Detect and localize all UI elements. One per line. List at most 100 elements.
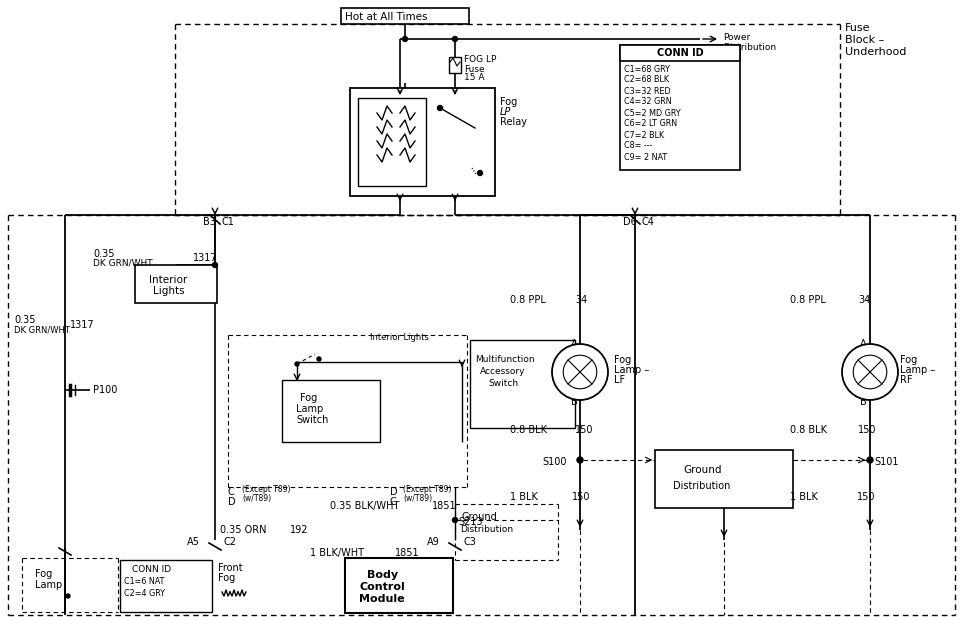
Text: Lamp –: Lamp – (614, 365, 649, 375)
Text: 1 BLK: 1 BLK (510, 492, 538, 502)
Text: D: D (228, 497, 236, 507)
Text: Ground: Ground (683, 465, 721, 475)
Text: Module: Module (359, 594, 404, 604)
Bar (120, 560, 212, 612)
Text: 1 BLK/WHT: 1 BLK/WHT (310, 548, 364, 558)
Text: (w/T89): (w/T89) (403, 494, 432, 504)
Text: Block –: Block – (845, 35, 884, 45)
Text: S100: S100 (542, 457, 566, 467)
Text: 0.35 BLK/WHT: 0.35 BLK/WHT (330, 501, 400, 511)
Bar (470, 340, 575, 428)
Bar (655, 450, 793, 508)
Text: C6=2 LT GRN: C6=2 LT GRN (624, 119, 677, 129)
Text: Fog: Fog (500, 97, 517, 107)
Text: Multifunction: Multifunction (475, 355, 534, 365)
Text: Interior Lights: Interior Lights (370, 333, 429, 343)
Text: Relay: Relay (500, 117, 527, 127)
Text: 1317: 1317 (70, 320, 94, 330)
Text: D6: D6 (623, 217, 637, 227)
Text: Fog: Fog (300, 393, 317, 403)
Text: DK GRN/WHT: DK GRN/WHT (93, 258, 152, 268)
Text: LF: LF (614, 375, 625, 385)
Circle shape (453, 37, 457, 42)
Text: 0.35 ORN: 0.35 ORN (220, 525, 267, 535)
Circle shape (577, 457, 583, 463)
Text: Accessory: Accessory (480, 368, 526, 376)
Text: C8= ---: C8= --- (624, 142, 653, 150)
Bar (449, 57, 461, 73)
Text: LP: LP (500, 107, 511, 117)
Text: Fuse: Fuse (464, 65, 484, 73)
Text: Underhood: Underhood (845, 47, 906, 57)
Text: Lamp: Lamp (296, 404, 324, 414)
Text: Fog: Fog (900, 355, 917, 365)
Text: (Except T89): (Except T89) (242, 484, 291, 494)
Bar (282, 380, 380, 442)
Text: C1=6 NAT: C1=6 NAT (124, 578, 165, 586)
Text: C9= 2 NAT: C9= 2 NAT (624, 153, 667, 161)
Text: B3: B3 (203, 217, 216, 227)
Text: Distribution: Distribution (460, 525, 513, 535)
Text: 1 BLK: 1 BLK (790, 492, 818, 502)
Text: C2: C2 (223, 537, 236, 547)
Text: (Except T89): (Except T89) (403, 484, 452, 494)
Text: Fuse: Fuse (845, 23, 871, 33)
Text: 0.35: 0.35 (14, 315, 36, 325)
Text: P100: P100 (93, 385, 117, 395)
Text: 150: 150 (858, 425, 876, 435)
Text: Fog: Fog (218, 573, 235, 583)
Text: Control: Control (359, 582, 404, 592)
Text: C3: C3 (463, 537, 476, 547)
Circle shape (317, 357, 321, 361)
Text: 34: 34 (575, 295, 587, 305)
Text: 0.8 PPL: 0.8 PPL (790, 295, 826, 305)
Text: S213: S213 (458, 517, 482, 527)
Text: 0.8 PPL: 0.8 PPL (510, 295, 546, 305)
Text: Front: Front (218, 563, 243, 573)
Bar (620, 45, 740, 61)
Text: C2=4 GRY: C2=4 GRY (124, 589, 165, 599)
Text: C: C (390, 497, 397, 507)
Text: A: A (571, 339, 577, 349)
Text: C3=32 RED: C3=32 RED (624, 86, 670, 96)
Bar (620, 45, 740, 170)
Circle shape (563, 355, 597, 389)
Text: Switch: Switch (488, 379, 518, 389)
Text: C4: C4 (642, 217, 655, 227)
Text: Lamp: Lamp (35, 580, 63, 590)
Text: 150: 150 (572, 492, 590, 502)
Circle shape (213, 263, 218, 268)
Text: A: A (860, 339, 867, 349)
Circle shape (552, 344, 608, 400)
Text: Power: Power (723, 32, 750, 42)
Text: CONN ID: CONN ID (657, 48, 703, 58)
Text: 150: 150 (857, 492, 875, 502)
Text: Switch: Switch (296, 415, 328, 425)
Text: CONN ID: CONN ID (132, 566, 171, 574)
Circle shape (867, 457, 873, 463)
Text: Lights: Lights (153, 286, 185, 296)
Text: Ground: Ground (462, 512, 498, 522)
Circle shape (295, 362, 299, 366)
Circle shape (853, 355, 887, 389)
Text: Distribution: Distribution (673, 481, 730, 491)
Text: B: B (571, 397, 578, 407)
Circle shape (478, 171, 482, 176)
Text: Hot at All Times: Hot at All Times (345, 12, 428, 22)
Text: S101: S101 (874, 457, 898, 467)
Circle shape (842, 344, 898, 400)
Text: 15 A: 15 A (464, 73, 484, 83)
Circle shape (403, 37, 407, 42)
Text: 0.35: 0.35 (93, 249, 115, 259)
Text: 192: 192 (290, 525, 308, 535)
Text: DK GRN/WHT: DK GRN/WHT (14, 325, 70, 335)
Text: 0.8 BLK: 0.8 BLK (510, 425, 547, 435)
Text: 1317: 1317 (193, 253, 218, 263)
Circle shape (437, 106, 443, 111)
Text: B: B (860, 397, 867, 407)
Text: FOG LP: FOG LP (464, 55, 496, 65)
Text: Distribution: Distribution (723, 42, 776, 52)
Text: A9: A9 (427, 537, 440, 547)
Text: C1: C1 (222, 217, 235, 227)
Text: C7=2 BLK: C7=2 BLK (624, 130, 664, 140)
